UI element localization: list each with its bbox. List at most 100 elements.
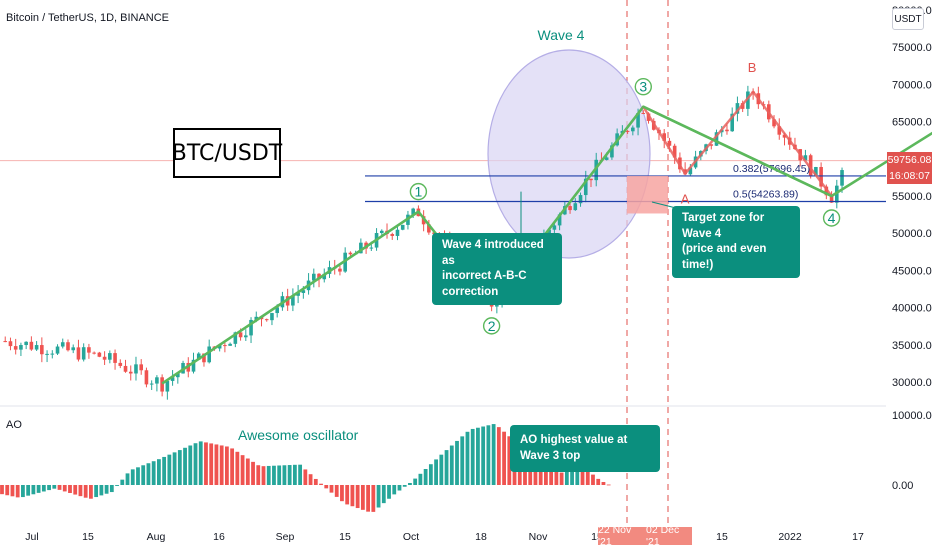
candle-body [202,353,206,363]
ao-bar [428,464,433,485]
time-tick: Nov [529,531,548,543]
candle-body [840,170,844,186]
ao-bar [350,485,355,507]
ao-bar [303,469,308,485]
ao-bar [340,485,344,502]
ao-bar [15,485,20,498]
candle-body [573,203,578,211]
elliott-wave-line [161,105,932,385]
wave-label-3: 3 [639,79,647,95]
candle-body [578,195,583,204]
ao-bar [245,458,250,485]
candle-body [379,230,384,234]
candle-body [777,126,782,135]
target-zone-box [627,175,668,214]
candle-body [254,316,259,320]
ao-title: Awesome oscillator [238,427,359,443]
time-tick: 15 [591,531,603,543]
ao-bar [418,473,423,485]
candle-body [102,356,107,360]
candle-body [400,224,405,230]
candle-body [547,229,551,235]
ao-bar [292,464,297,485]
ao-histogram [0,424,611,512]
wave-label-4: 4 [828,210,836,226]
candle-body [275,307,279,314]
candle-body [128,371,133,374]
ao-bar [162,456,167,485]
ao-bar [334,485,339,497]
candle-body [589,178,593,181]
ao-bar [89,485,93,499]
candle-body [118,362,123,366]
ao-bar [423,469,428,485]
candle-body [144,370,149,385]
ao-bar [538,462,543,485]
ao-bar [141,465,146,485]
ao-bar [256,465,261,485]
time-tick: Jul [25,531,38,543]
ao-bar [585,470,590,485]
ao-bar [371,485,376,512]
candle-body [3,341,8,343]
candle-body [139,364,144,371]
time-tick: 15 [716,531,728,543]
ao-bar [68,485,72,493]
ao-bar [491,424,496,485]
candle-body [725,129,729,132]
candle-body [87,347,91,353]
candle-body [13,346,18,350]
abc-label-b: B [748,60,757,75]
ao-bar [601,482,606,485]
wave4-highlight-circle [487,49,651,259]
candle-body [92,352,96,354]
candle-body [688,167,693,175]
candle-body [217,345,222,349]
ao-bar [209,443,214,485]
ao-bar [151,461,156,485]
ao-bar [308,474,313,485]
ao-bar [47,485,51,491]
ao-bar [570,467,574,485]
price-tick: 35000.00 [892,340,932,352]
candle-body [233,332,238,344]
ao-bar [381,485,386,504]
candle-body [270,313,274,321]
time-tick: 2022 [778,531,802,543]
candle-body [170,377,175,381]
candle-body [155,377,159,384]
price-tick: 65000.00 [892,117,932,129]
currency-button[interactable]: USDT [892,8,924,30]
candle-body [296,292,300,296]
ao-label: AO [6,419,22,431]
candle-body [223,345,227,347]
ao-bar [130,469,135,485]
candle-body [312,273,316,281]
time-tick: 18 [475,531,487,543]
ao-bar [345,485,350,505]
current-price-tag: 59756.08 [887,152,932,168]
candle-body [814,167,818,177]
ao-bar [298,464,303,485]
candle-body [348,252,353,255]
candle-body [301,290,306,293]
wave-label-circle [634,78,652,96]
time-tick: 15 [82,531,94,543]
candle-body [772,119,776,127]
candle-body [249,319,253,336]
candle-body [244,335,248,338]
ao-bar [282,465,287,485]
candle-body [24,341,28,346]
ao-bar [73,485,78,495]
candle-body [390,234,395,236]
date-tag-start: 22 Nov '21 [598,524,646,548]
candle-body [66,342,70,351]
ao-bar [177,450,182,485]
fib-label: 0.5(54263.89) [733,188,798,200]
ao-high-callout: AO highest value at Wave 3 top [510,425,660,473]
wave-label-circle [409,182,428,201]
ao-bar [392,485,397,495]
candle-body [40,345,44,355]
candle-body [427,224,431,233]
wave-label-circle [482,317,501,335]
